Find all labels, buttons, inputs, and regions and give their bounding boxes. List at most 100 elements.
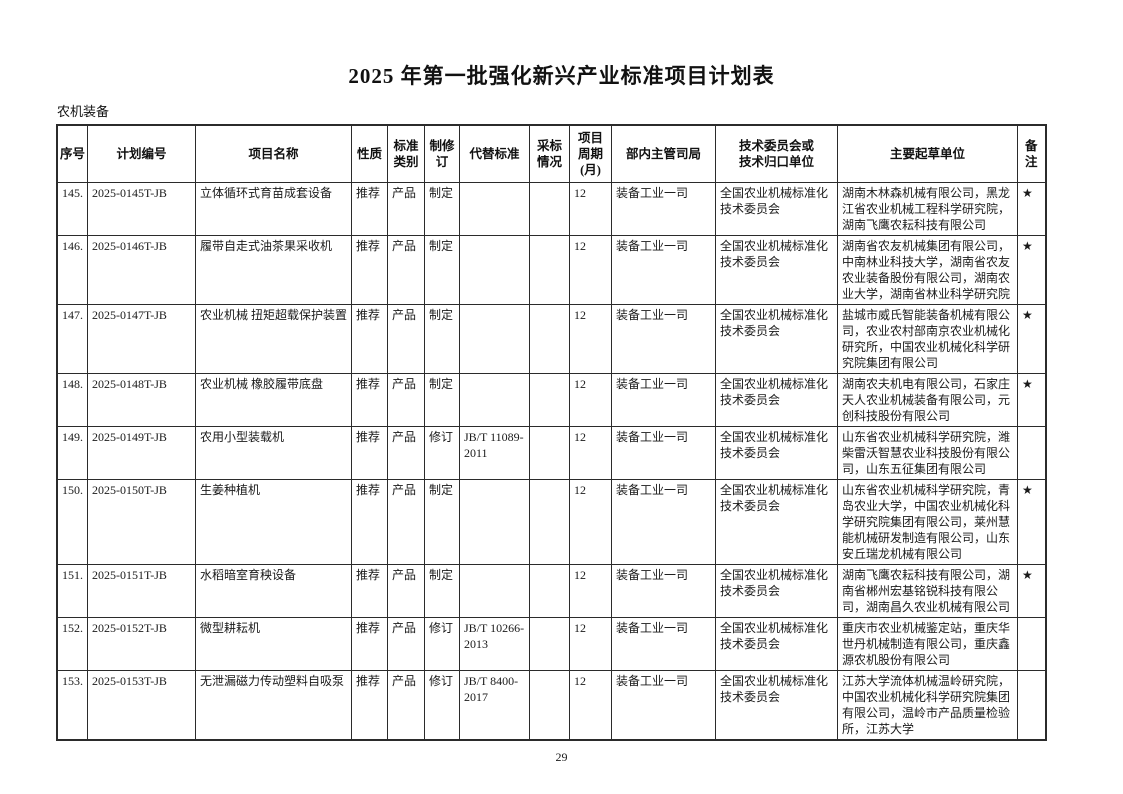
col-header-bureau: 部内主管司局 [611,124,716,183]
cell-remark: ★ [1017,304,1046,374]
col-header-plan-number: 计划编号 [87,124,196,183]
table-row: 147. 2025-0147T-JB 农业机械 扭矩超载保护装置 推荐 产品 制… [56,304,1046,374]
table-header-row: 序号 计划编号 项目名称 性质 标准类别 制修订 代替标准 采标情况 项目周期(… [56,124,1046,183]
col-header-replaced-standard: 代替标准 [459,124,530,183]
cell-plan-number: 2025-0153T-JB [87,670,196,741]
cell-adoption-status [529,670,570,741]
cell-replaced-standard [459,182,530,236]
cell-standard-category: 产品 [387,617,425,671]
cell-adoption-status [529,479,570,565]
cell-replaced-standard [459,304,530,374]
table-row: 145. 2025-0145T-JB 立体循环式育苗成套设备 推荐 产品 制定 … [56,182,1046,236]
cell-project-name: 立体循环式育苗成套设备 [195,182,352,236]
cell-plan-number: 2025-0150T-JB [87,479,196,565]
cell-standard-category: 产品 [387,373,425,427]
cell-project-period: 12 [569,564,612,618]
cell-project-name: 农业机械 橡胶履带底盘 [195,373,352,427]
cell-plan-number: 2025-0148T-JB [87,373,196,427]
cell-bureau: 装备工业一司 [611,373,716,427]
cell-revision-type: 修订 [424,426,460,480]
cell-committee: 全国农业机械标准化技术委员会 [715,617,838,671]
cell-nature: 推荐 [351,479,388,565]
cell-plan-number: 2025-0146T-JB [87,235,196,305]
cell-replaced-standard [459,373,530,427]
cell-committee: 全国农业机械标准化技术委员会 [715,182,838,236]
cell-adoption-status [529,373,570,427]
cell-drafting-units: 湖南飞鹰农耘科技有限公司，湖南省郴州宏基铭锐科技有限公司，湖南昌久农业机械有限公… [837,564,1018,618]
cell-nature: 推荐 [351,304,388,374]
cell-remark: ★ [1017,373,1046,427]
cell-project-period: 12 [569,373,612,427]
cell-seq: 153. [56,670,88,741]
cell-project-period: 12 [569,426,612,480]
cell-seq: 147. [56,304,88,374]
cell-adoption-status [529,304,570,374]
col-header-seq: 序号 [56,124,88,183]
cell-drafting-units: 湖南省农友机械集团有限公司，中南林业科技大学，湖南省农友农业装备股份有限公司，湖… [837,235,1018,305]
col-header-nature: 性质 [351,124,388,183]
cell-bureau: 装备工业一司 [611,564,716,618]
col-header-revision-type: 制修订 [424,124,460,183]
cell-drafting-units: 盐城市威氏智能装备机械有限公司，农业农村部南京农业机械化研究所，中国农业机械化科… [837,304,1018,374]
cell-revision-type: 制定 [424,304,460,374]
cell-plan-number: 2025-0145T-JB [87,182,196,236]
cell-standard-category: 产品 [387,235,425,305]
cell-project-name: 履带自走式油茶果采收机 [195,235,352,305]
cell-plan-number: 2025-0151T-JB [87,564,196,618]
col-header-adoption-status: 采标情况 [529,124,570,183]
cell-committee: 全国农业机械标准化技术委员会 [715,426,838,480]
cell-drafting-units: 湖南农夫机电有限公司，石家庄天人农业机械装备有限公司，元创科技股份有限公司 [837,373,1018,427]
cell-project-name: 无泄漏磁力传动塑料自吸泵 [195,670,352,741]
cell-standard-category: 产品 [387,304,425,374]
cell-committee: 全国农业机械标准化技术委员会 [715,373,838,427]
cell-revision-type: 制定 [424,564,460,618]
cell-revision-type: 制定 [424,373,460,427]
cell-drafting-units: 湖南木林森机械有限公司，黑龙江省农业机械工程科学研究院，湖南飞鹰农耘科技有限公司 [837,182,1018,236]
col-header-standard-category: 标准类别 [387,124,425,183]
table-row: 153. 2025-0153T-JB 无泄漏磁力传动塑料自吸泵 推荐 产品 修订… [56,670,1046,741]
cell-project-name: 生姜种植机 [195,479,352,565]
cell-remark: ★ [1017,182,1046,236]
cell-revision-type: 制定 [424,235,460,305]
cell-standard-category: 产品 [387,182,425,236]
cell-nature: 推荐 [351,617,388,671]
cell-remark: ★ [1017,479,1046,565]
cell-bureau: 装备工业一司 [611,426,716,480]
cell-remark: ★ [1017,564,1046,618]
standards-plan-table: 序号 计划编号 项目名称 性质 标准类别 制修订 代替标准 采标情况 项目周期(… [56,124,1047,741]
cell-seq: 145. [56,182,88,236]
cell-adoption-status [529,235,570,305]
table-row: 152. 2025-0152T-JB 微型耕耘机 推荐 产品 修订 JB/T 1… [56,617,1046,671]
cell-nature: 推荐 [351,670,388,741]
cell-committee: 全国农业机械标准化技术委员会 [715,479,838,565]
col-header-drafting-units: 主要起草单位 [837,124,1018,183]
cell-bureau: 装备工业一司 [611,617,716,671]
cell-committee: 全国农业机械标准化技术委员会 [715,670,838,741]
col-header-committee: 技术委员会或 技术归口单位 [715,124,838,183]
cell-replaced-standard: JB/T 11089-2011 [459,426,530,480]
cell-project-period: 12 [569,617,612,671]
cell-standard-category: 产品 [387,564,425,618]
cell-project-name: 水稻暗室育秧设备 [195,564,352,618]
cell-nature: 推荐 [351,564,388,618]
cell-seq: 146. [56,235,88,305]
cell-project-name: 农用小型装载机 [195,426,352,480]
cell-seq: 149. [56,426,88,480]
cell-adoption-status [529,617,570,671]
cell-standard-category: 产品 [387,479,425,565]
cell-project-period: 12 [569,235,612,305]
cell-committee: 全国农业机械标准化技术委员会 [715,564,838,618]
col-header-project-period: 项目周期(月) [569,124,612,183]
cell-replaced-standard [459,479,530,565]
cell-adoption-status [529,426,570,480]
cell-project-period: 12 [569,670,612,741]
cell-drafting-units: 江苏大学流体机械温岭研究院，中国农业机械化科学研究院集团有限公司，温岭市产品质量… [837,670,1018,741]
cell-project-period: 12 [569,182,612,236]
cell-adoption-status [529,564,570,618]
cell-adoption-status [529,182,570,236]
cell-remark: ★ [1017,235,1046,305]
cell-project-name: 农业机械 扭矩超载保护装置 [195,304,352,374]
cell-seq: 151. [56,564,88,618]
cell-replaced-standard [459,235,530,305]
